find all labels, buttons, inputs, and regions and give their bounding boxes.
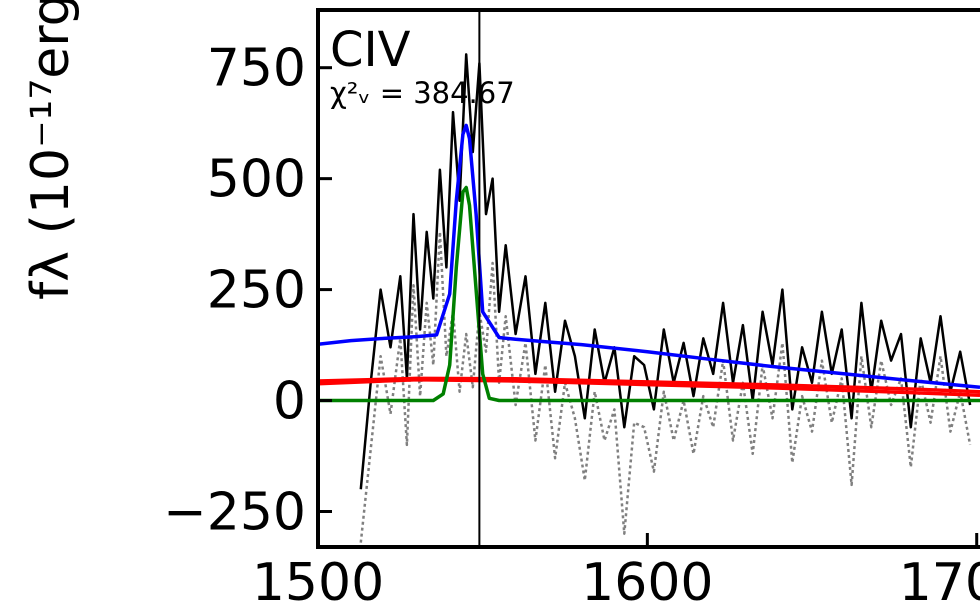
x-tick-label: 1600	[581, 553, 713, 609]
y-tick-label: 750	[207, 39, 306, 99]
chi2-annotation: χ²ᵥ = 384.67	[330, 76, 515, 110]
series-line-line-component-3	[318, 185, 980, 403]
series-line-continuum-2	[318, 377, 980, 397]
y-tick-label: −250	[163, 482, 306, 542]
series-line-data-4	[359, 53, 972, 490]
y-tick-label: 0	[273, 372, 306, 432]
y-axis-label: fλ (10⁻¹⁷erg	[21, 0, 81, 300]
series-layer	[318, 10, 980, 547]
plot-frame	[316, 8, 980, 549]
y-tick-label: 500	[207, 150, 306, 210]
y-tick-label: 250	[207, 261, 306, 321]
panel-label: CIV	[330, 22, 411, 78]
tick-layer: −250 0 250 500 750 1500 1600 170	[163, 39, 980, 609]
x-tick-label: 170	[899, 553, 980, 609]
series-line-total-fit-0	[318, 123, 980, 389]
x-tick-label: 1500	[252, 553, 384, 609]
